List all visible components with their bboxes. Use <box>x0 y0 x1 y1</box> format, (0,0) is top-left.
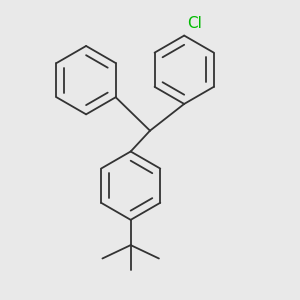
Text: Cl: Cl <box>187 16 202 31</box>
